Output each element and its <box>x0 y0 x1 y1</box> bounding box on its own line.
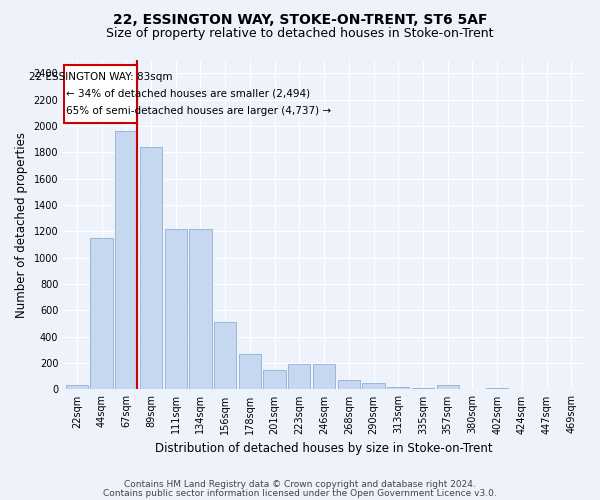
Bar <box>214 322 236 390</box>
Bar <box>164 228 187 390</box>
Bar <box>91 238 113 390</box>
Bar <box>486 388 508 390</box>
Bar <box>437 386 459 390</box>
Bar <box>140 147 162 390</box>
X-axis label: Distribution of detached houses by size in Stoke-on-Trent: Distribution of detached houses by size … <box>155 442 493 455</box>
Bar <box>288 364 310 390</box>
Bar <box>313 364 335 390</box>
Text: Contains HM Land Registry data © Crown copyright and database right 2024.: Contains HM Land Registry data © Crown c… <box>124 480 476 489</box>
Text: ← 34% of detached houses are smaller (2,494): ← 34% of detached houses are smaller (2,… <box>67 88 311 99</box>
FancyBboxPatch shape <box>64 66 137 124</box>
Bar <box>387 387 409 390</box>
Text: 22 ESSINGTON WAY: 83sqm: 22 ESSINGTON WAY: 83sqm <box>29 72 173 82</box>
Bar <box>560 389 583 390</box>
Text: Size of property relative to detached houses in Stoke-on-Trent: Size of property relative to detached ho… <box>106 28 494 40</box>
Text: 22, ESSINGTON WAY, STOKE-ON-TRENT, ST6 5AF: 22, ESSINGTON WAY, STOKE-ON-TRENT, ST6 5… <box>113 12 487 26</box>
Bar <box>189 228 212 390</box>
Bar <box>65 386 88 390</box>
Bar <box>115 131 137 390</box>
Text: 65% of semi-detached houses are larger (4,737) →: 65% of semi-detached houses are larger (… <box>67 106 332 116</box>
Bar <box>412 388 434 390</box>
Bar <box>511 389 533 390</box>
Y-axis label: Number of detached properties: Number of detached properties <box>15 132 28 318</box>
Bar <box>338 380 360 390</box>
Bar <box>362 383 385 390</box>
Bar <box>263 370 286 390</box>
Text: Contains public sector information licensed under the Open Government Licence v3: Contains public sector information licen… <box>103 488 497 498</box>
Bar <box>239 354 261 390</box>
